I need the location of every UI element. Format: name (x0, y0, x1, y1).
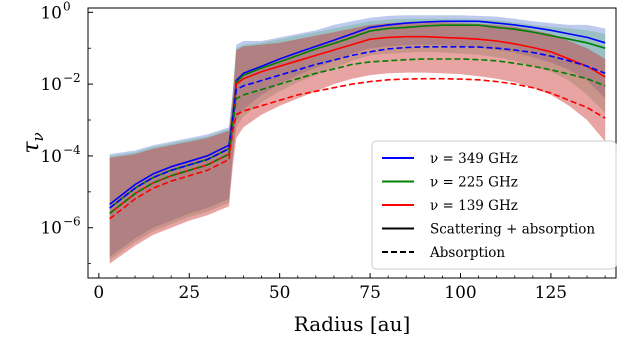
uncertainty-band-2 (109, 18, 606, 260)
y-axis-title: τν (19, 132, 47, 153)
y-axis-title-symbol: τ (19, 141, 44, 154)
y-axis-title-subscript: ν (29, 132, 47, 141)
x-tick-label: 125 (535, 283, 567, 303)
x-tick-label: 100 (444, 283, 476, 303)
absorption-line-5 (109, 58, 606, 215)
y-tick-label: 10 (40, 3, 62, 23)
legend-label: ν = 349 GHz (430, 151, 518, 167)
y-tick-exponent: −6 (63, 215, 81, 229)
legend: ν = 349 GHz ν = 225 GHz ν = 139 GHz Scatter… (371, 140, 617, 270)
y-tick-exponent: −4 (63, 143, 81, 157)
y-tick-exponent: −2 (63, 71, 81, 85)
legend-label: Scattering + absorption (430, 222, 595, 238)
x-tick-label: 0 (93, 283, 104, 303)
total-line-2 (109, 24, 606, 209)
series-lines (109, 20, 606, 220)
legend-label: ν = 225 GHz (430, 175, 518, 191)
uncertainty-band-1 (109, 15, 606, 257)
absorption-line-4 (109, 45, 606, 209)
y-tick-label: 10 (40, 147, 62, 167)
legend-label: ν = 139 GHz (430, 198, 518, 214)
uncertainty-bands (109, 15, 606, 264)
uncertainty-band-3 (109, 22, 606, 264)
x-tick-label: 25 (178, 283, 200, 303)
x-axis-title: Radius [au] (294, 312, 411, 336)
total-line-1 (109, 20, 606, 206)
x-axis: 0 25 50 75 100 125 (93, 273, 606, 303)
legend-box (371, 140, 617, 270)
x-tick-label: 50 (269, 283, 291, 303)
y-tick-label: 10 (40, 219, 62, 239)
y-tick-label: 10 (40, 75, 62, 95)
y-tick-exponent: 0 (63, 0, 71, 13)
x-tick-label: 75 (359, 283, 381, 303)
legend-label: Absorption (429, 245, 505, 261)
total-line-3 (109, 35, 606, 215)
absorption-line-6 (109, 77, 606, 220)
